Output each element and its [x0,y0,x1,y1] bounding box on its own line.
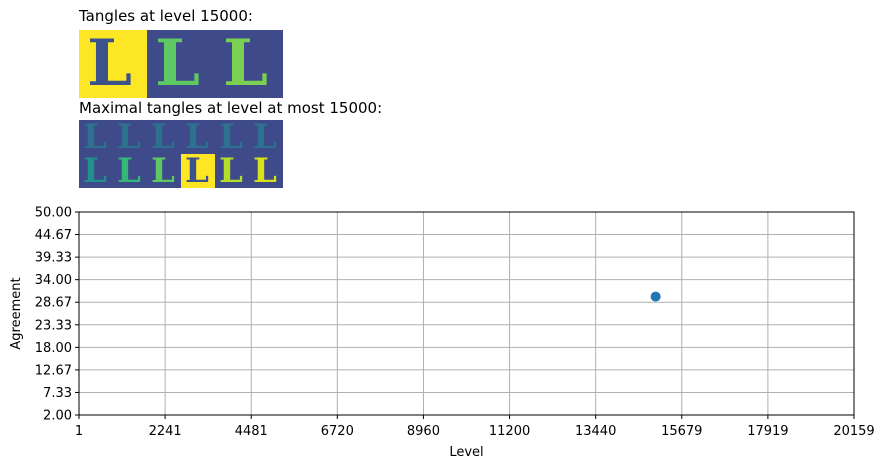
maximal-tangle-image-tile: L [215,120,249,154]
x-tick-label: 1 [75,424,83,439]
letter-l-glyph: L [185,154,209,188]
y-tick-label: 2.00 [43,409,72,424]
maximal-tangle-image-tile: L [215,154,249,188]
x-tick-label: 11200 [489,424,530,439]
y-tick-label: 12.67 [35,363,72,378]
tangle-image-tile: L [79,30,147,98]
data-point [650,291,661,302]
letter-l-glyph: L [151,120,175,154]
x-tick-label: 17919 [747,424,788,439]
maximal-tangle-image-tile: L [249,120,283,154]
maximal-tangle-image-tile: L [79,120,113,154]
maximal-tangle-image-tile: L [249,154,283,188]
letter-l-glyph: L [83,154,107,188]
letter-l-glyph: L [223,30,268,98]
letter-l-glyph: L [117,154,141,188]
maximal-tangle-image-tile: L [147,154,181,188]
y-axis-label: Agreement [9,277,24,349]
y-tick-label: 44.67 [35,228,72,243]
tangle-image-tile: L [147,30,215,98]
letter-l-glyph: L [253,120,277,154]
x-tick-label: 15679 [661,424,702,439]
letter-l-glyph: L [219,120,243,154]
maximal-tangle-image-tile: L [79,154,113,188]
x-tick-label: 4481 [235,424,268,439]
bottom-panel-title: Maximal tangles at level at most 15000: [79,99,383,117]
maximal-tangle-image-tile: L [147,120,181,154]
maximal-tangle-image-tile: L [113,120,147,154]
letter-l-glyph: L [219,154,243,188]
letter-l-glyph: L [83,120,107,154]
maximal-tangle-image-tile: L [113,154,147,188]
x-tick-label: 13440 [575,424,616,439]
y-tick-label: 34.00 [35,273,72,288]
y-tick-label: 28.67 [35,296,72,311]
chart-grid [78,211,855,416]
maximal-tangle-image-tile: L [181,120,215,154]
top-panel-title: Tangles at level 15000: [79,7,253,25]
x-tick-label: 20159 [833,424,874,439]
letter-l-glyph: L [253,154,277,188]
y-tick-label: 50.00 [35,206,72,221]
letter-l-glyph: L [155,30,200,98]
y-tick-label: 7.33 [43,386,72,401]
letter-l-glyph: L [117,120,141,154]
y-tick-label: 23.33 [35,318,72,333]
tangle-image-tile: L [215,30,283,98]
letter-l-glyph: L [87,30,132,98]
x-axis-label: Level [449,445,483,460]
letter-l-glyph: L [151,154,175,188]
chart-ticks: 1 2241 4481 6720 8960 11200 13440 15679 17919 201… [35,206,875,440]
x-tick-label: 2241 [149,424,182,439]
x-tick-label: 6720 [321,424,354,439]
y-tick-label: 18.00 [35,341,72,356]
maximal-tangle-image-tile: L [181,154,215,188]
letter-l-glyph: L [185,120,209,154]
x-tick-label: 8960 [407,424,440,439]
plot-frame [78,211,855,416]
y-tick-label: 39.33 [35,251,72,266]
chart-points [650,291,661,302]
